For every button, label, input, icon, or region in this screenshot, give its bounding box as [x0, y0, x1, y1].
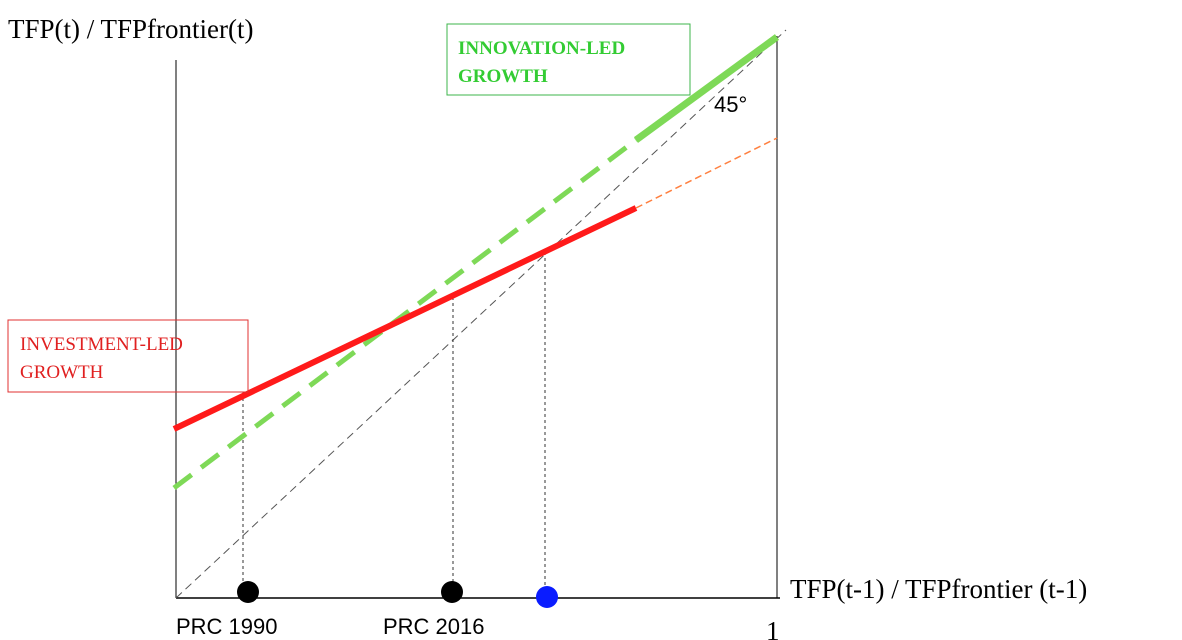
diagonal-45: [175, 29, 787, 599]
point-label: PRC 1990: [176, 614, 278, 639]
y-axis-label: TFP(t) / TFPfrontier(t): [8, 14, 254, 44]
investment-box: [7, 319, 249, 393]
point-threshold: [536, 586, 558, 608]
x-end-label: 1: [766, 616, 780, 640]
investment-label: INVESTMENT-LED: [20, 334, 183, 355]
angle-label: 45°: [714, 92, 747, 117]
point-label: PRC 2016: [383, 614, 485, 639]
investment-label: GROWTH: [20, 362, 104, 383]
investment-dashed: [635, 137, 778, 209]
point-prc-2016: [441, 581, 463, 603]
innovation-dashed: [172, 138, 638, 490]
innovation-solid: [633, 34, 780, 143]
point-prc-1990: [237, 581, 259, 603]
innovation-box: [446, 23, 691, 96]
x-axis-label: TFP(t-1) / TFPfrontier (t-1): [790, 574, 1087, 604]
investment-solid: [172, 205, 638, 432]
innovation-label: GROWTH: [458, 66, 548, 87]
innovation-label: INNOVATION-LED: [458, 38, 625, 59]
